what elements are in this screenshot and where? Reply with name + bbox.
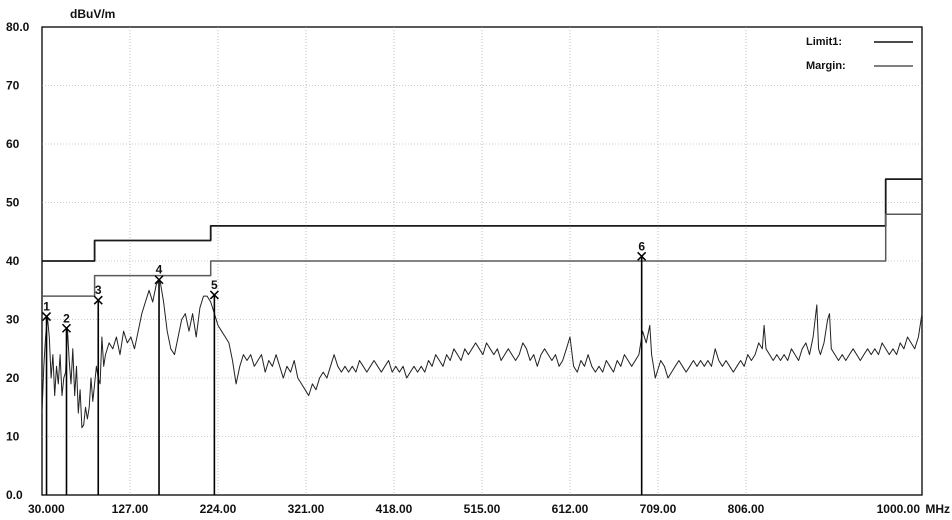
x-tick-label: 709.00 [640,502,677,516]
marker-cross [61,323,72,333]
marker-cross [93,295,103,305]
y-tick-labels: 0.0 10 20 30 40 50 60 70 80.0 [6,20,30,502]
x-tick-label: 321.00 [288,502,325,516]
legend-label-limit: Limit1: [806,36,842,48]
marker-cross [209,290,219,300]
legend-label-margin: Margin: [806,60,846,72]
marker-cross [154,275,164,285]
series-line-dark [42,178,922,262]
series-line-light [42,213,922,297]
x-tick-label: 515.00 [464,502,501,516]
x-tick-label: 806.00 [728,502,765,516]
x-tick-label: 224.00 [200,502,237,516]
x-tick-label: 612.00 [552,502,589,516]
y-tick-label: 80.0 [6,20,30,34]
marker-label: 5 [211,278,218,292]
y-tick-label: 40 [6,254,20,268]
y-tick-label: 0.0 [6,488,23,502]
y-tick-label: 70 [6,79,20,93]
x-unit-label: MHz [925,502,950,516]
marker-label: 1 [43,300,50,314]
marker-label: 4 [156,263,163,277]
marker-cross [42,312,52,322]
marker-label: 6 [638,239,645,253]
marker-label: 2 [63,311,70,325]
x-tick-label: 127.00 [112,502,149,516]
y-tick-label: 30 [6,313,20,327]
marker-label: 3 [95,283,102,297]
x-tick-label: 30.000 [28,502,65,516]
y-unit-label: dBuV/m [70,7,115,21]
markers: 12 3 4 5 6 [42,239,647,495]
x-tick-label: 1000.00 [877,502,921,516]
y-tick-label: 10 [6,430,20,444]
x-tick-label: 418.00 [376,502,413,516]
measurement-trace [41,279,923,429]
y-tick-label: 50 [6,196,20,210]
legend: Limit1: Margin: [806,36,913,72]
y-tick-label: 20 [6,371,20,385]
series-lines [41,178,923,429]
x-tick-labels: 30.000 127.00 224.00 321.00 418.00 515.00 612.… [28,502,920,516]
marker-cross [637,251,647,261]
y-tick-label: 60 [6,137,20,151]
